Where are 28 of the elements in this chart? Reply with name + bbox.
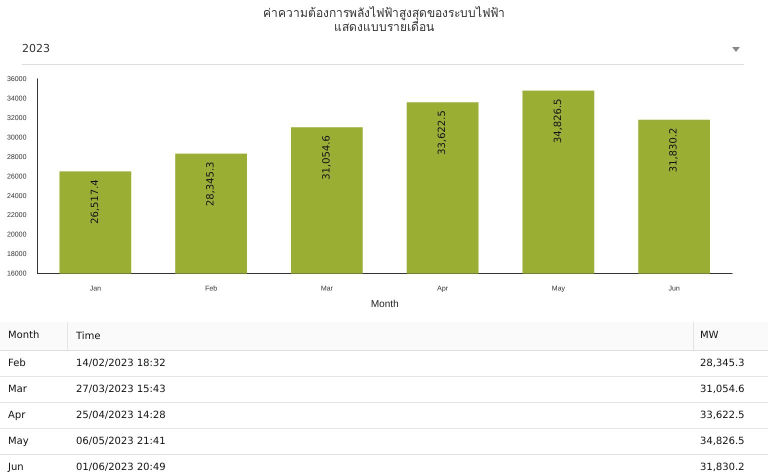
text: Time — [75, 330, 102, 342]
text: MW — [693, 322, 768, 350]
text: 27/03/2023 15:43 — [75, 384, 167, 395]
chart-title: ค่าความต้องการพลังไฟฟ้าสูงสุดของระบบไฟฟ้า — [262, 6, 506, 20]
text: 28,345.3 — [700, 358, 745, 369]
text: 01/06/2023 20:49 — [75, 462, 167, 473]
data-label: 31,054.6 — [321, 135, 332, 180]
category-label: Feb — [8, 358, 26, 369]
data-label: 33,622.5 — [437, 110, 448, 155]
data-label: 34,826.5 — [552, 98, 564, 144]
text: 31,054.6 — [700, 384, 745, 395]
text: 34,826.5 — [700, 436, 745, 447]
text: 33,622.5 — [700, 410, 745, 421]
text: 25/04/2023 14:28 — [75, 410, 167, 421]
x-axis-title: Month — [370, 298, 399, 310]
text: 2023 — [22, 42, 50, 55]
category-label: Mar — [8, 384, 27, 395]
category-label: May — [8, 436, 29, 447]
chart-subtitle: แสดงแบบรายเดือน — [334, 20, 434, 34]
text: 31,830.2 — [700, 462, 745, 473]
text: Month — [0, 322, 68, 350]
category-label: Apr — [8, 410, 26, 421]
data-label: 31,830.2 — [668, 128, 680, 172]
text: 14/02/2023 18:32 — [75, 358, 167, 369]
text: 06/05/2023 21:41 — [75, 436, 167, 447]
category-label: Jun — [8, 462, 24, 473]
data-label: 26,517.4 — [90, 179, 101, 224]
data-label: 28,345.3 — [206, 162, 217, 206]
